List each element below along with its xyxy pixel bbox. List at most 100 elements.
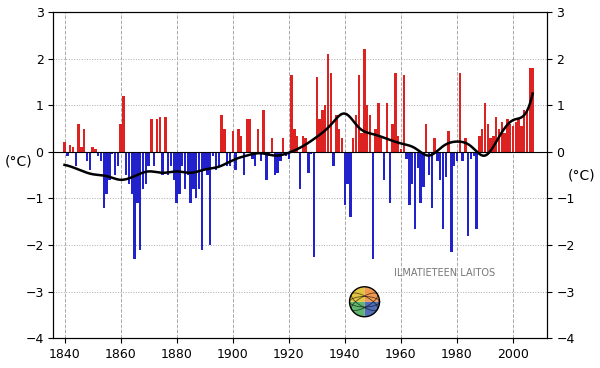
Bar xyxy=(500,121,503,152)
Bar xyxy=(122,96,125,152)
Bar xyxy=(319,119,321,152)
Bar xyxy=(161,152,164,175)
Bar xyxy=(374,128,377,152)
Bar xyxy=(302,135,304,152)
Bar xyxy=(478,135,481,152)
Bar xyxy=(128,152,130,184)
Bar xyxy=(366,105,368,152)
Bar xyxy=(344,152,346,205)
Bar xyxy=(406,152,408,159)
Bar xyxy=(106,152,108,194)
Bar xyxy=(453,152,455,166)
Bar xyxy=(111,152,113,154)
Wedge shape xyxy=(349,287,365,302)
Bar xyxy=(229,152,231,166)
Bar xyxy=(520,126,523,152)
Bar xyxy=(164,117,167,152)
Bar xyxy=(484,103,486,152)
Bar xyxy=(383,152,385,180)
Bar xyxy=(394,72,397,152)
Bar xyxy=(187,152,189,175)
Bar xyxy=(475,152,478,229)
Bar xyxy=(192,152,194,189)
Bar xyxy=(380,138,382,152)
Wedge shape xyxy=(349,302,365,317)
Bar xyxy=(371,152,374,259)
Bar xyxy=(119,124,122,152)
Bar xyxy=(131,152,133,194)
Bar xyxy=(490,138,492,152)
Bar xyxy=(240,135,242,152)
Bar xyxy=(293,128,296,152)
Bar xyxy=(355,114,357,152)
Bar xyxy=(352,138,355,152)
Bar xyxy=(114,152,116,175)
Bar xyxy=(397,135,400,152)
Bar xyxy=(389,152,391,203)
Bar xyxy=(220,114,223,152)
Bar xyxy=(411,152,413,184)
Bar xyxy=(310,152,313,154)
Bar xyxy=(69,145,71,152)
Bar xyxy=(285,152,287,156)
Bar xyxy=(136,152,139,203)
Bar xyxy=(156,119,158,152)
Bar xyxy=(74,152,77,166)
Wedge shape xyxy=(365,287,380,302)
Bar xyxy=(200,152,203,250)
Bar xyxy=(313,152,315,257)
Bar xyxy=(279,152,281,161)
Bar xyxy=(470,152,472,159)
Bar xyxy=(260,152,262,161)
Bar xyxy=(226,152,229,166)
Bar xyxy=(80,147,83,152)
Bar xyxy=(175,152,178,203)
Bar xyxy=(218,152,220,166)
Bar xyxy=(304,138,307,152)
Bar xyxy=(431,152,433,208)
Bar xyxy=(290,75,293,152)
Bar xyxy=(332,152,335,166)
Bar xyxy=(167,152,169,175)
Bar xyxy=(327,54,329,152)
Bar xyxy=(77,124,80,152)
Bar xyxy=(243,152,245,175)
Bar xyxy=(232,131,234,152)
Bar xyxy=(251,152,254,159)
Bar xyxy=(324,105,326,152)
Bar xyxy=(456,152,458,161)
Bar xyxy=(274,152,276,175)
Bar xyxy=(307,152,310,173)
Bar xyxy=(215,152,217,170)
Bar xyxy=(108,152,110,180)
Bar xyxy=(422,152,425,187)
Bar xyxy=(125,152,127,175)
Bar xyxy=(148,152,150,166)
Bar xyxy=(142,152,144,189)
Bar xyxy=(203,152,206,170)
Bar xyxy=(133,152,136,259)
Bar xyxy=(89,152,91,170)
Bar xyxy=(506,119,509,152)
Bar xyxy=(473,152,475,156)
Bar xyxy=(403,75,405,152)
Wedge shape xyxy=(365,302,380,317)
Bar xyxy=(442,152,444,229)
Bar xyxy=(212,152,214,156)
Bar xyxy=(358,75,360,152)
Bar xyxy=(512,126,514,152)
Bar xyxy=(94,149,97,152)
Bar xyxy=(439,152,442,180)
Bar xyxy=(445,152,447,177)
Bar xyxy=(299,152,301,189)
Bar xyxy=(391,124,394,152)
Bar xyxy=(181,152,184,166)
Bar xyxy=(400,149,402,152)
Bar xyxy=(349,152,352,217)
Bar xyxy=(248,119,251,152)
Bar xyxy=(329,72,332,152)
Bar xyxy=(461,152,464,161)
Bar xyxy=(262,110,265,152)
Bar xyxy=(532,68,534,152)
Bar xyxy=(363,49,365,152)
